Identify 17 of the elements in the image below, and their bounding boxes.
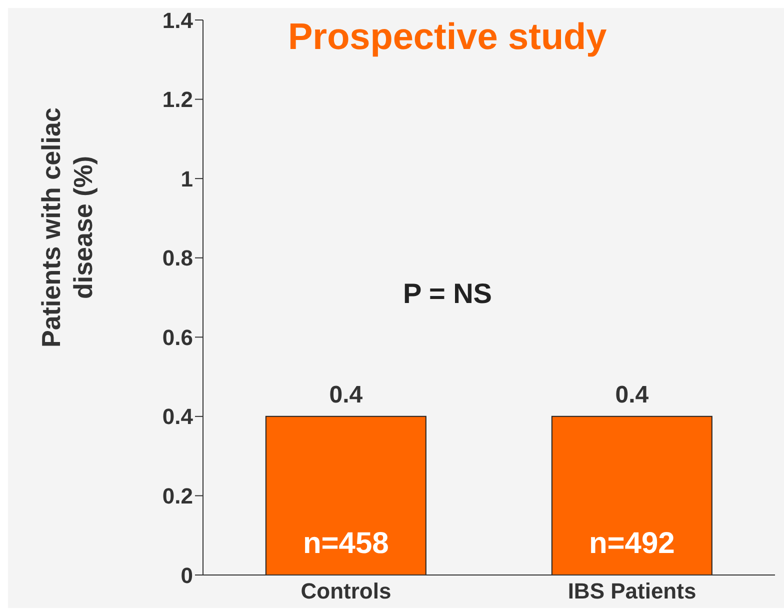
data-label: 0.4 <box>615 381 650 408</box>
y-tick-label: 0.6 <box>162 324 193 350</box>
x-tick-label: Controls <box>300 578 392 604</box>
y-tick-label: 0.2 <box>162 484 193 509</box>
y-tick-label: 0.8 <box>162 246 193 271</box>
y-axis-title: Patients with celiac disease (%) <box>36 108 98 348</box>
x-tick-label: IBS Patients <box>568 578 696 604</box>
chart-title: Prospective study <box>288 16 607 58</box>
y-tick-label: 0.4 <box>162 404 194 430</box>
y-tick-label: 1.2 <box>162 87 193 112</box>
y-tick-label: 1 <box>180 166 193 192</box>
annotation: n=492 <box>588 527 675 560</box>
annotation: n=458 <box>302 527 389 560</box>
y-tick-label: 0 <box>180 562 193 588</box>
data-label: 0.4 <box>329 381 364 408</box>
annotation: P = NS <box>403 278 492 310</box>
y-tick-label: 1.4 <box>162 8 194 33</box>
